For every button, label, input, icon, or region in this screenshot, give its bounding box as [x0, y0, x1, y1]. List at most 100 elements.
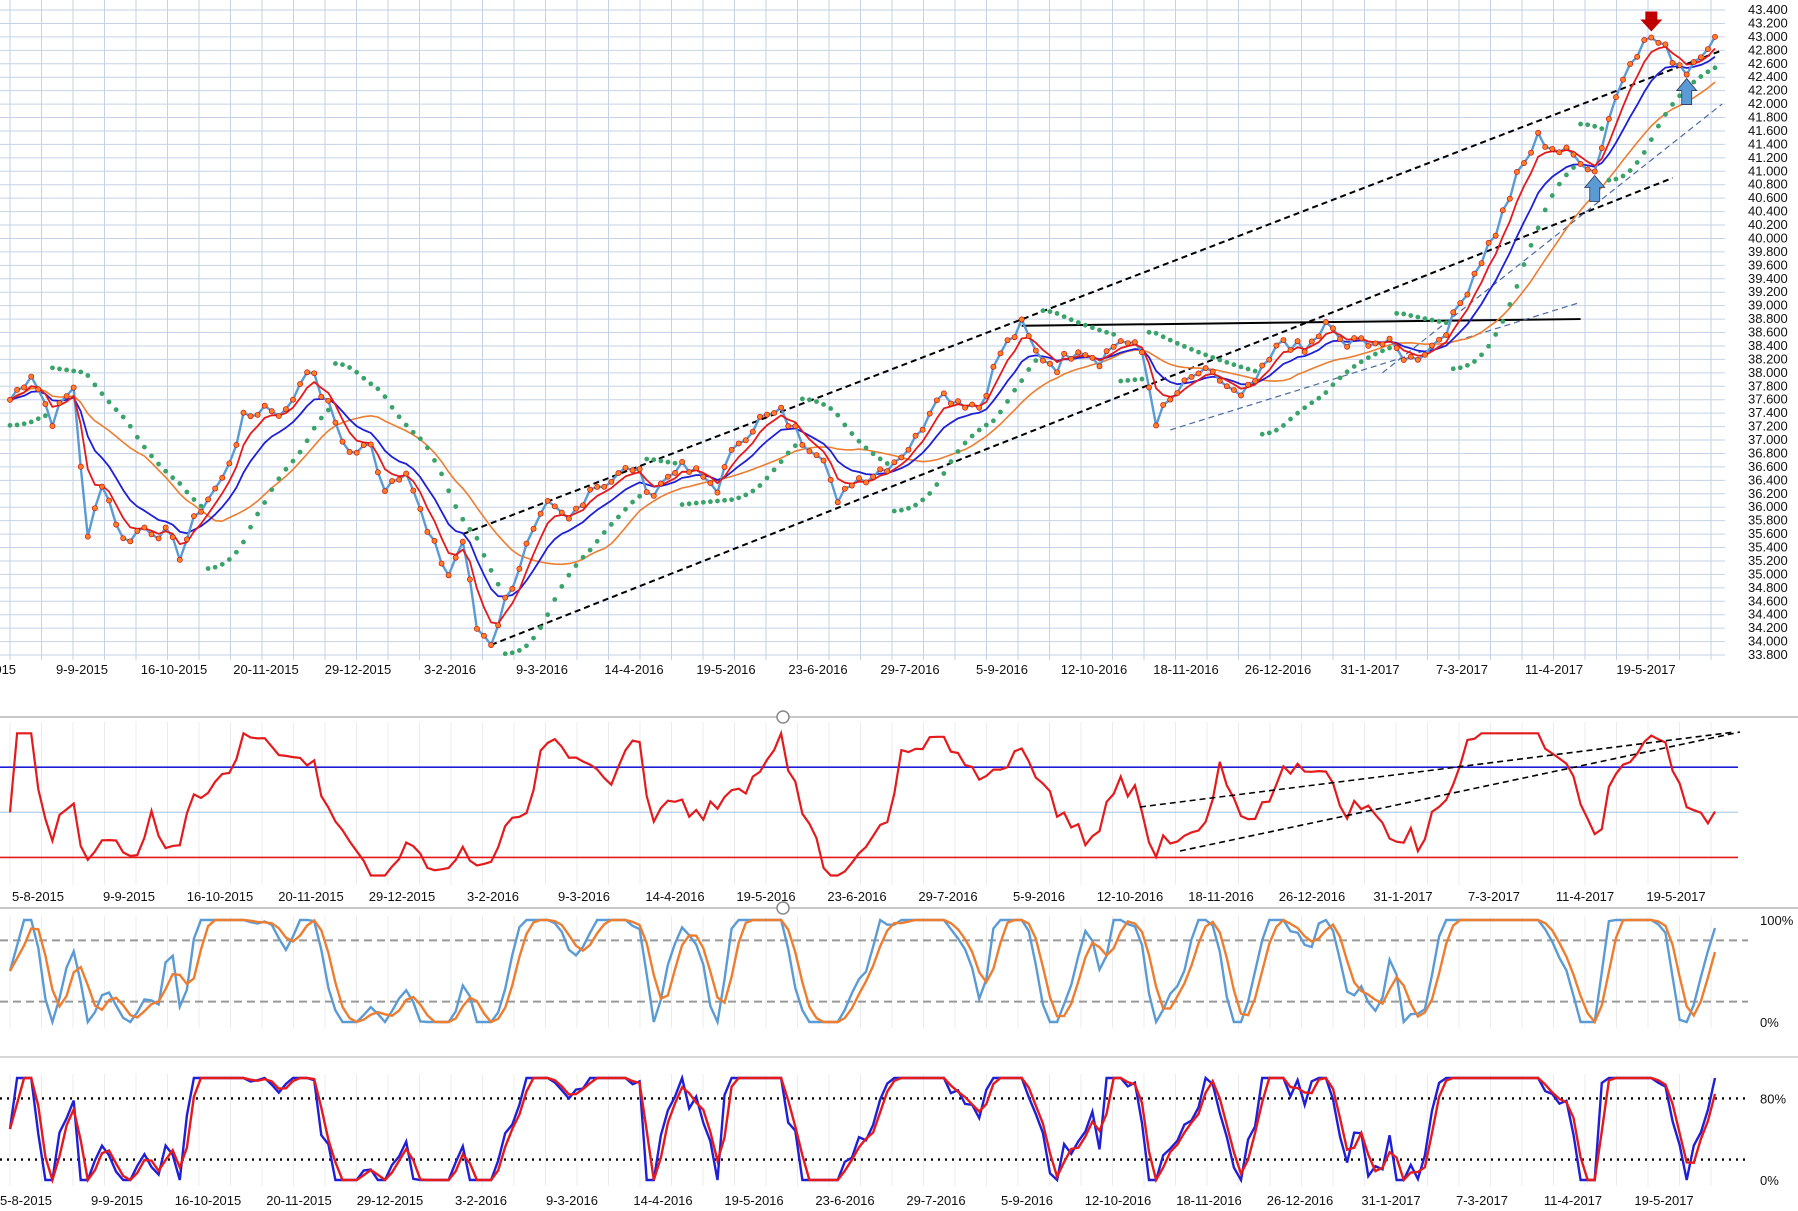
sar-dot	[177, 481, 183, 486]
osc-x-tick-label: 19-5-2017	[1646, 889, 1705, 904]
sar-dot	[509, 650, 515, 656]
close-point	[7, 396, 13, 403]
price-y-tick-label: 39.400	[1748, 271, 1788, 286]
sar-dot	[927, 491, 933, 496]
close-point	[367, 441, 374, 448]
close-point	[1004, 337, 1011, 344]
price-y-tick-label: 41.800	[1748, 110, 1788, 125]
close-point	[650, 492, 657, 499]
close-point	[1018, 316, 1025, 323]
close-point	[56, 400, 63, 406]
close-point	[162, 524, 169, 531]
sar-dot	[1351, 364, 1357, 369]
close-point	[1110, 343, 1117, 350]
sar-dot	[304, 438, 310, 444]
medium-ma-line	[9, 56, 1716, 598]
sar-dot	[1047, 309, 1053, 314]
sar-dot	[566, 572, 572, 578]
price-y-tick-label: 37.400	[1748, 405, 1788, 420]
sar-dot	[212, 564, 218, 570]
sar-dot	[453, 504, 459, 509]
sar-dot	[1302, 405, 1308, 411]
sar-dot	[1090, 325, 1095, 331]
sar-dot	[1585, 122, 1591, 128]
sar-dot	[1365, 355, 1371, 361]
osc-x-tick-label: 5-9-2016	[1013, 889, 1065, 904]
sar-dot	[1627, 168, 1633, 173]
resistance-line	[1021, 318, 1581, 327]
close-point	[856, 475, 862, 482]
stoch2-x-tick-label: 29-7-2016	[906, 1193, 965, 1208]
sar-dot	[1097, 327, 1102, 333]
price-x-tick-label: 23-6-2016	[788, 662, 847, 677]
close-point	[1648, 34, 1655, 41]
close-point	[1634, 53, 1641, 60]
price-x-tick-label: 9-3-2016	[516, 662, 568, 677]
steep-trend-line	[1382, 103, 1723, 374]
price-y-tick-label: 36.400	[1748, 472, 1788, 487]
close-point	[799, 441, 806, 448]
close-point	[1068, 355, 1075, 362]
sar-dot	[57, 366, 62, 372]
close-point	[1429, 342, 1435, 349]
close-point	[1372, 340, 1379, 347]
sar-dot	[42, 413, 48, 419]
sar-dot	[1521, 262, 1527, 267]
stoch-y-tick-label: 0%	[1760, 1015, 1779, 1030]
close-point	[566, 515, 572, 522]
close-point	[1231, 387, 1237, 393]
close-point	[106, 497, 112, 504]
sar-dot	[1415, 314, 1421, 320]
close-point	[1450, 309, 1457, 316]
close-point	[205, 496, 211, 503]
stochastic2-y-axis: 80% 0%	[1760, 1091, 1786, 1188]
sar-dot	[64, 367, 69, 373]
stoch2-x-tick-label: 31-1-2017	[1361, 1193, 1420, 1208]
close-point	[1202, 365, 1209, 372]
close-point	[735, 440, 742, 447]
close-point	[28, 373, 35, 380]
close-point	[615, 470, 622, 476]
price-x-tick-label: 31-1-2017	[1340, 662, 1399, 677]
stoch2-x-tick-label: 3-2-2016	[455, 1193, 507, 1208]
close-point	[884, 468, 891, 474]
close-point	[70, 384, 77, 391]
close-point	[785, 423, 792, 429]
close-point	[1117, 338, 1124, 344]
sar-dot	[1620, 173, 1626, 179]
close-point	[1683, 71, 1690, 78]
sar-dot	[149, 453, 154, 459]
sar-dot	[630, 499, 635, 505]
sar-dot	[1542, 207, 1548, 213]
price-y-tick-label: 39.000	[1748, 298, 1788, 313]
sar-dot	[156, 461, 161, 467]
sar-dot	[1012, 387, 1018, 393]
close-point	[424, 528, 431, 535]
sar-dot	[290, 458, 296, 464]
sar-dot	[389, 404, 395, 410]
price-y-tick-label: 38.400	[1748, 338, 1788, 353]
sar-dot	[722, 497, 727, 503]
close-point	[120, 535, 127, 542]
sar-dot	[552, 597, 558, 602]
price-y-tick-label: 42.200	[1748, 83, 1788, 98]
close-point	[183, 536, 190, 543]
close-point	[1351, 335, 1358, 341]
support-trend-line	[1170, 301, 1581, 431]
close-point	[360, 442, 367, 449]
osc-x-tick-label: 20-11-2015	[278, 889, 344, 904]
close-point	[389, 478, 395, 484]
sar-dot	[35, 416, 41, 422]
close-point	[42, 401, 49, 407]
sar-dot	[269, 487, 275, 493]
close-point	[254, 411, 261, 418]
panel-resize-handle[interactable]	[776, 710, 790, 724]
sar-dot	[1231, 362, 1237, 368]
panel-resize-handle[interactable]	[776, 901, 790, 915]
close-point	[290, 396, 296, 403]
sar-dot	[899, 507, 904, 513]
sar-dot	[573, 563, 579, 568]
sar-dot	[941, 471, 947, 476]
sar-dot	[410, 429, 416, 435]
sar-dot	[283, 466, 289, 472]
